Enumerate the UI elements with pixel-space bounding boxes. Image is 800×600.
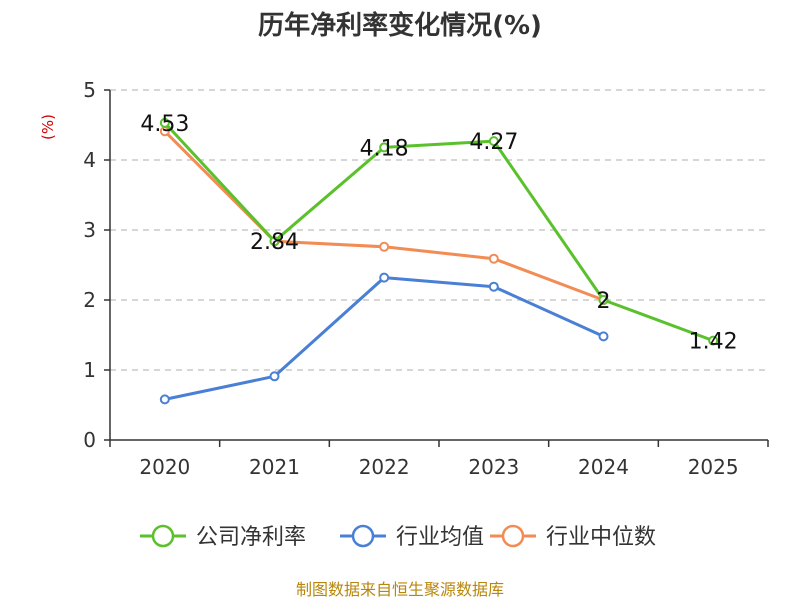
data-label: 2 bbox=[597, 289, 611, 314]
y-tick-label: 4 bbox=[83, 148, 96, 172]
legend[interactable]: 公司净利率 行业均值 行业中位数 bbox=[140, 524, 656, 550]
data-point bbox=[488, 253, 499, 264]
grid-lines bbox=[110, 89, 768, 371]
x-tick-label: 2025 bbox=[688, 455, 739, 479]
data-label: 2.84 bbox=[250, 230, 299, 255]
y-tick-label: 2 bbox=[83, 288, 96, 312]
y-tick-label: 5 bbox=[83, 78, 96, 102]
data-point bbox=[379, 241, 390, 252]
x-tick-label: 2021 bbox=[249, 455, 300, 479]
y-axis-label: (%) bbox=[39, 114, 57, 140]
series-line bbox=[164, 276, 605, 401]
data-labels: 4.53 2.84 4.18 4.27 2 1.42 bbox=[140, 112, 737, 355]
legend-swatch-marker bbox=[351, 524, 375, 548]
data-point bbox=[159, 117, 170, 128]
legend-label: 行业均值 bbox=[396, 525, 484, 550]
data-point bbox=[598, 295, 609, 305]
series-lines bbox=[159, 117, 719, 405]
data-label: 4.27 bbox=[469, 130, 518, 155]
data-source-note: 制图数据来自恒生聚源数据库 bbox=[296, 580, 504, 599]
data-point bbox=[708, 335, 719, 346]
y-tick-label: 3 bbox=[83, 218, 96, 242]
legend-item[interactable]: 行业中位数 bbox=[490, 524, 656, 550]
legend-item[interactable]: 公司净利率 bbox=[140, 524, 306, 550]
data-label: 4.53 bbox=[140, 112, 189, 137]
legend-item[interactable]: 行业均值 bbox=[340, 524, 484, 550]
x-tick-label: 2023 bbox=[468, 455, 519, 479]
data-point bbox=[488, 281, 499, 292]
legend-label: 行业中位数 bbox=[546, 525, 656, 550]
data-point bbox=[269, 236, 280, 247]
y-tick-label: 1 bbox=[83, 358, 96, 382]
y-tick-label: 0 bbox=[83, 428, 96, 452]
data-point bbox=[488, 136, 499, 147]
data-label: 4.18 bbox=[360, 136, 409, 161]
legend-swatch-marker bbox=[151, 524, 175, 548]
y-tick-labels: 0 1 2 3 4 5 bbox=[83, 78, 96, 452]
data-point bbox=[269, 371, 280, 382]
data-point bbox=[159, 394, 170, 405]
x-tick-label: 2020 bbox=[139, 455, 190, 479]
data-point bbox=[379, 272, 390, 283]
data-point bbox=[379, 142, 390, 153]
x-tick-label: 2024 bbox=[578, 455, 629, 479]
legend-swatch-marker bbox=[501, 524, 525, 548]
x-tick-label: 2022 bbox=[359, 455, 410, 479]
series-1 bbox=[159, 272, 609, 405]
data-point bbox=[598, 331, 609, 342]
series-line bbox=[163, 121, 714, 343]
series-0 bbox=[159, 117, 719, 346]
chart-title: 历年净利率变化情况(%) bbox=[258, 10, 542, 41]
legend-label: 公司净利率 bbox=[196, 525, 306, 550]
data-label: 1.42 bbox=[689, 330, 738, 355]
axes bbox=[104, 89, 769, 447]
x-tick-labels: 2020 2021 2022 2023 2024 2025 bbox=[139, 455, 738, 479]
